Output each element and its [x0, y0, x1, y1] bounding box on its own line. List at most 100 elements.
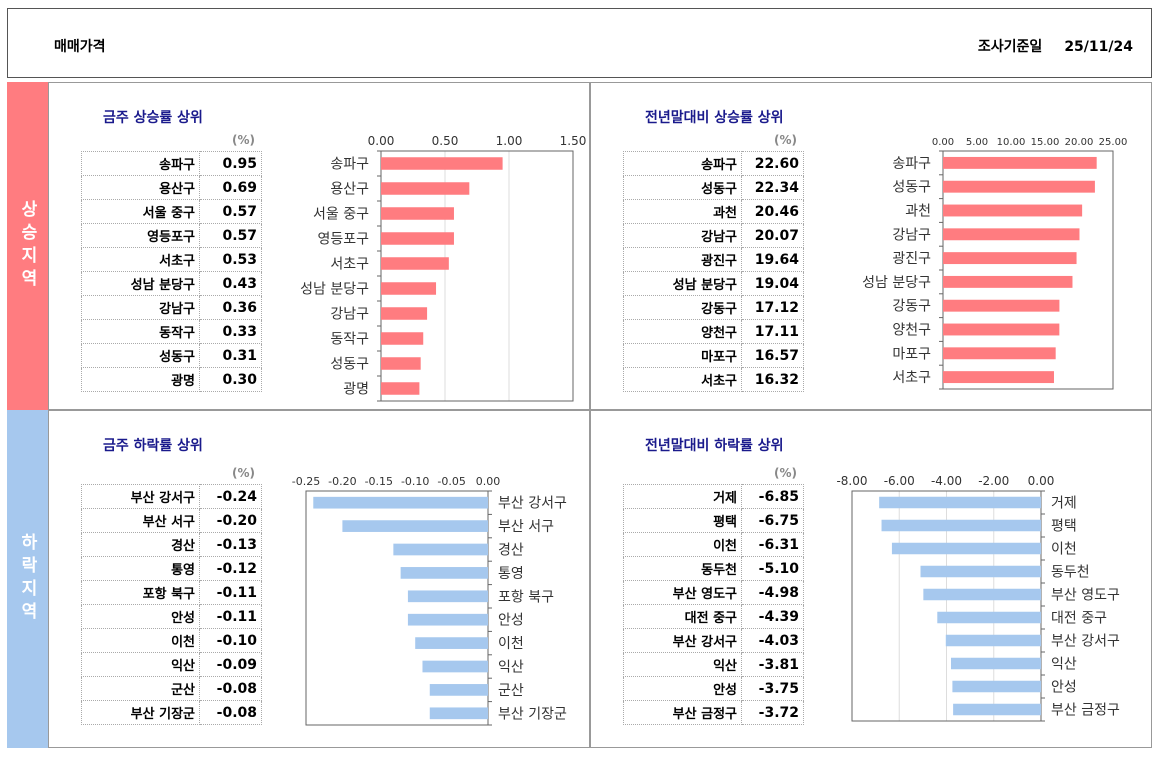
table-row: 강동구 17.12 [623, 295, 804, 320]
panel-1: 금주 상승률 상위 (%) 송파구 0.95 용산구 0.69 서울 중구 0.57 영등포… [48, 82, 590, 410]
rate-value: 0.30 [199, 367, 262, 392]
bar [381, 157, 503, 170]
date-label: 조사기준일 [977, 39, 1043, 55]
rate-value: -4.03 [741, 628, 804, 653]
bar [943, 323, 1060, 336]
rate-value: 0.36 [199, 295, 262, 320]
bar [943, 228, 1080, 241]
category-label: 거제 [1051, 496, 1077, 512]
panel-4: 전년말대비 하락률 상위 (%) 거제 -6.85 평택 -6.75 이천 -6.31 동두… [590, 410, 1152, 748]
category-label: 부산 서구 [498, 519, 554, 535]
category-label: 부산 영도구 [1051, 588, 1120, 604]
region-name: 서초구 [623, 367, 742, 392]
bar [943, 204, 1083, 217]
panel-3: 금주 하락률 상위 (%) 부산 강서구 -0.24 부산 서구 -0.20 경산 -0.… [48, 410, 590, 748]
rate-value: 0.53 [199, 247, 262, 272]
tick-label: 0.00 [368, 134, 395, 148]
rate-value: -5.10 [741, 556, 804, 581]
rate-value: 0.69 [199, 175, 262, 200]
tick-label: -2.00 [978, 474, 1009, 488]
table-row: 부산 금정구 -3.72 [623, 700, 804, 725]
table-row: 부산 강서구 -4.03 [623, 628, 804, 653]
tick-label: -0.10 [401, 475, 429, 488]
region-name: 대전 중구 [623, 604, 742, 629]
rate-value: 16.57 [741, 343, 804, 368]
category-label: 익산 [498, 660, 524, 676]
region-name: 부산 기장군 [81, 700, 200, 725]
tick-label: -4.00 [931, 474, 962, 488]
rate-value: -0.09 [199, 652, 262, 677]
table-row: 거제 -6.85 [623, 484, 804, 509]
table-row: 부산 영도구 -4.98 [623, 580, 804, 605]
table-row: 과천 20.46 [623, 199, 804, 224]
table-row: 이천 -0.10 [81, 628, 262, 653]
tick-label: 20.00 [1065, 137, 1094, 148]
category-label: 동두천 [1051, 565, 1090, 581]
bar [943, 156, 1097, 169]
bar [381, 182, 470, 195]
unit-label: (%) [232, 466, 255, 480]
header: 매매가격 조사기준일 25/11/24 [7, 8, 1152, 78]
table-row: 경산 -0.13 [81, 532, 262, 557]
ranking-table: 부산 강서구 -0.24 부산 서구 -0.20 경산 -0.13 통영 -0.12 포항 북구… [81, 484, 262, 725]
bar [429, 684, 488, 696]
region-name: 동두천 [623, 556, 742, 581]
region-name: 광명 [81, 367, 200, 392]
ranking-table: 거제 -6.85 평택 -6.75 이천 -6.31 동두천 -5.10 부산 영도구 -4.98… [623, 484, 804, 725]
category-label: 군산 [498, 683, 524, 699]
rate-value: 19.04 [741, 271, 804, 296]
tick-label: -0.05 [437, 475, 465, 488]
table-row: 동작구 0.33 [81, 319, 262, 344]
bar [943, 347, 1056, 360]
bar [881, 519, 1041, 532]
rate-value: 20.46 [741, 199, 804, 224]
bar [923, 588, 1041, 601]
page-title: 매매가격 [54, 39, 106, 55]
rate-value: 0.57 [199, 199, 262, 224]
rate-value: -6.85 [741, 484, 804, 509]
category-label: 양천구 [892, 323, 931, 339]
panel-2: 전년말대비 상승률 상위 (%) 송파구 22.60 성동구 22.34 과천 20.46… [590, 82, 1152, 410]
rate-value: -0.11 [199, 580, 262, 605]
bar [381, 307, 428, 320]
chart-title: 전년말대비 상승률 상위 [645, 110, 784, 126]
bar [952, 680, 1041, 693]
band-rising: 상승지역 [7, 82, 48, 410]
category-label: 서울 중구 [313, 207, 369, 223]
region-name: 서울 중구 [81, 199, 200, 224]
bar [313, 496, 488, 509]
tick-label: 5.00 [966, 137, 988, 148]
category-label: 부산 강서구 [498, 496, 567, 512]
bar [400, 567, 488, 579]
table-row: 동두천 -5.10 [623, 556, 804, 581]
rate-value: 17.11 [741, 319, 804, 344]
unit-label: (%) [774, 133, 797, 147]
tick-label: 0.50 [432, 134, 459, 148]
bar [943, 180, 1095, 193]
category-label: 용산구 [330, 182, 369, 198]
tick-label: 10.00 [997, 137, 1026, 148]
rate-value: -3.81 [741, 652, 804, 677]
category-label: 안성 [498, 613, 524, 629]
table-row: 서울 중구 0.57 [81, 199, 262, 224]
unit-label: (%) [232, 133, 255, 147]
unit-label: (%) [774, 466, 797, 480]
rate-value: -4.98 [741, 580, 804, 605]
bar [407, 613, 488, 626]
rate-value: 22.34 [741, 175, 804, 200]
region-name: 경산 [81, 532, 200, 557]
region-name: 부산 영도구 [623, 580, 742, 605]
category-label: 강동구 [892, 299, 931, 315]
tick-label: 0.00 [476, 475, 501, 488]
region-name: 영등포구 [81, 223, 200, 248]
region-name: 이천 [81, 628, 200, 653]
category-label: 대전 중구 [1051, 611, 1107, 627]
table-row: 용산구 0.69 [81, 175, 262, 200]
rate-value: -6.75 [741, 508, 804, 533]
region-name: 부산 금정구 [623, 700, 742, 725]
category-label: 서초구 [330, 257, 369, 273]
category-label: 송파구 [892, 156, 931, 172]
table-row: 마포구 16.57 [623, 343, 804, 368]
